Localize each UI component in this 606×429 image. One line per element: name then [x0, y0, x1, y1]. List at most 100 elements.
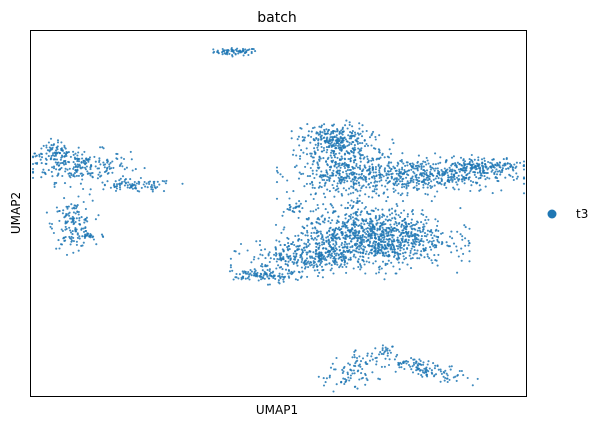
data-point-center-main-dense [348, 242, 351, 245]
data-point-left-upper-band [81, 157, 84, 160]
data-point-center-top-dense [335, 147, 338, 150]
data-point-bottom-left-arm [358, 363, 361, 366]
data-point-center-main-dense [385, 254, 388, 257]
data-point-center-main-dense [420, 239, 423, 243]
data-point-left-upper-head [57, 161, 60, 164]
data-point-center-main-dense [374, 241, 378, 244]
data-point-left-upper-tail [152, 182, 156, 185]
data-point-center-lower-left [333, 263, 337, 266]
data-point-center-lower-left [324, 247, 327, 250]
data-point-center-main-dense [310, 234, 313, 238]
data-point-center-lower-tail [287, 275, 290, 278]
data-point-left-upper-head [72, 153, 75, 156]
data-point-bottom-left-arm [342, 377, 345, 380]
data-point-center-main-dense [392, 245, 395, 248]
data-point-left-upper-tail [153, 186, 157, 189]
data-point-right-arm [479, 188, 482, 191]
data-point-center-main-dense [375, 223, 378, 226]
data-point-center-top-dense [301, 136, 304, 139]
data-point-right-arm [434, 177, 437, 180]
data-point-right-tip [469, 167, 472, 170]
data-point-center-main-dense [314, 208, 318, 211]
data-point-center-lower-tail [268, 283, 271, 286]
data-point-center-small-strand [298, 210, 301, 213]
data-point-center-lower-left [330, 252, 333, 255]
data-point-left-upper-band [61, 174, 64, 178]
data-point-left-lower [67, 205, 70, 208]
data-point-bottom-right-arm [462, 374, 465, 377]
data-point-center-lower-tail [241, 270, 244, 273]
data-point-center-lower-left [296, 264, 299, 267]
data-point-left-lower [76, 204, 79, 207]
data-point-right-tip [459, 156, 463, 159]
data-point-center-upper [340, 149, 343, 152]
data-point-center-main-dense [424, 219, 427, 222]
plot-area-frame [30, 30, 527, 397]
data-point-left-upper-tail [133, 180, 136, 184]
data-point-center-lower-tail [242, 271, 245, 275]
data-point-right-arm [449, 178, 453, 181]
data-point-bottom-left-arm [384, 357, 387, 360]
data-point-center-upper [391, 138, 394, 141]
data-point-center-main-dense [409, 249, 412, 252]
data-point-center-lower-left [300, 248, 303, 251]
data-point-center-main-dense [406, 247, 409, 250]
data-point-right-arm [395, 169, 398, 172]
data-point-center-lower-left [345, 265, 348, 268]
data-point-center-top-dense [297, 135, 300, 138]
data-point-bottom-left-arm [366, 354, 369, 357]
data-point-center-upper [333, 154, 336, 157]
data-point-center-main-dense [378, 265, 381, 268]
data-point-right-tip [460, 174, 463, 177]
data-point-left-upper-tail [181, 182, 184, 185]
data-point-center-main-dense [372, 262, 375, 265]
data-point-center-main-dense [352, 224, 355, 227]
data-point-bottom-right-arm [446, 374, 449, 377]
data-point-center-lower-left [330, 239, 334, 242]
data-point-center-upper [340, 136, 343, 140]
data-point-center-main-dense [361, 227, 364, 230]
data-point-center-main-dense [401, 229, 404, 232]
data-point-center-upper [378, 150, 381, 154]
data-point-right-tip [444, 172, 447, 175]
data-point-left-upper-tail [124, 181, 127, 184]
data-point-center-main-dense [433, 254, 436, 257]
data-point-center-main-dense [350, 223, 353, 226]
data-point-right-arm [448, 166, 451, 169]
data-point-center-main-dense [328, 216, 331, 219]
data-point-right-arm [412, 170, 415, 173]
data-point-center-top-dense [348, 141, 351, 144]
data-point-center-lower-left [309, 250, 312, 253]
data-point-right-arm [387, 161, 391, 164]
data-point-center-lower-left [324, 251, 327, 255]
data-point-center-lower-left [301, 270, 304, 273]
data-point-center-top-dense [351, 141, 354, 144]
data-point-top-small [223, 49, 226, 52]
data-point-center-upper [324, 182, 327, 185]
data-point-right-arm [370, 176, 374, 179]
data-point-center-main-dense [383, 244, 386, 247]
data-point-left-lower [84, 207, 87, 211]
data-point-left-upper-tail [162, 190, 166, 193]
data-point-right-arm [345, 177, 348, 180]
data-point-center-lower-tail [250, 270, 253, 273]
data-point-bottom-left-arm [351, 356, 354, 359]
data-point-center-main-dense [410, 210, 414, 213]
data-point-center-upper [368, 186, 371, 189]
data-point-right-arm [450, 177, 453, 180]
data-point-center-lower-left [317, 253, 320, 256]
data-point-left-lower-tail [91, 236, 94, 239]
data-point-center-lower-left [275, 239, 278, 242]
data-point-bottom-right-arm [382, 353, 385, 356]
data-point-left-upper-head [65, 154, 68, 158]
data-point-center-lower-left [304, 265, 307, 269]
data-point-center-main-dense [356, 200, 360, 203]
data-point-top-small [232, 51, 235, 54]
data-point-left-lower [58, 209, 61, 213]
data-point-center-lower-tail [264, 273, 267, 276]
data-point-center-main-dense [435, 235, 438, 238]
data-point-center-upper [330, 159, 333, 163]
data-point-right-arm [311, 169, 314, 172]
data-point-left-upper-band [64, 163, 67, 166]
data-point-center-lower-left [267, 253, 270, 256]
